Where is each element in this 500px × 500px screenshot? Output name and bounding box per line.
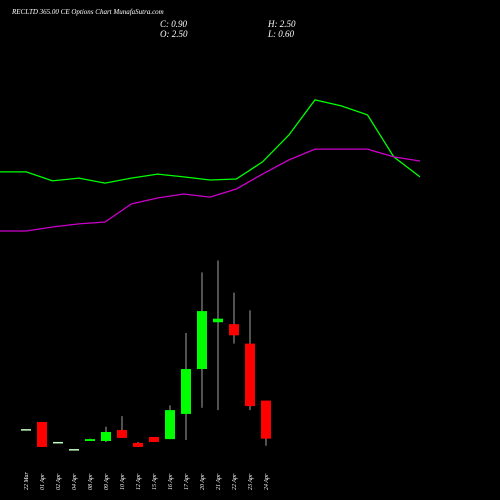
ohlc-label: C: 0.90 (160, 19, 188, 29)
x-tick-label: 17 Apr (184, 473, 190, 490)
candle-body (37, 422, 47, 447)
chart-title: RECLTD 365.00 CE Options Chart MunafaSut… (11, 8, 164, 16)
candle-body (229, 324, 239, 336)
ohlc-label: H: 2.50 (267, 19, 296, 29)
candle-body (213, 318, 223, 323)
x-tick-label: 21 Apr (216, 473, 222, 490)
candle-body (117, 430, 127, 438)
candle-body (69, 449, 79, 451)
x-tick-label: 23 Apr (248, 473, 254, 490)
ohlc-label: O: 2.50 (160, 29, 188, 39)
x-tick-label: 08 Apr (88, 473, 94, 490)
candle-body (261, 400, 271, 439)
ma-line (0, 148, 421, 232)
x-tick-label: 01 Apr (40, 473, 46, 490)
x-tick-label: 22 Apr (232, 473, 238, 490)
candle-body (85, 439, 95, 441)
candle-body (101, 431, 111, 441)
x-tick-label: 10 Apr (120, 473, 126, 490)
x-tick-label: 22 Mar (24, 472, 30, 490)
ohlc-label: L: 0.60 (267, 29, 295, 39)
x-tick-label: 15 Apr (152, 473, 158, 490)
x-tick-label: 24 Apr (263, 473, 270, 490)
x-tick-label: 20 Apr (200, 473, 206, 490)
candle-body (149, 436, 159, 442)
candle-body (165, 410, 175, 440)
candle-body (197, 311, 207, 370)
candle-body (181, 369, 191, 414)
x-tick-label: 02 Apr (56, 473, 62, 490)
candle-body (53, 441, 63, 444)
ma-line (0, 99, 421, 184)
x-tick-label: 12 Apr (136, 473, 142, 490)
x-tick-label: 16 Apr (168, 473, 174, 490)
x-tick-label: 04 Apr (71, 473, 78, 490)
x-tick-label: 09 Apr (104, 473, 110, 490)
candle-body (21, 429, 31, 431)
candle-body (133, 442, 143, 447)
candle-body (245, 343, 255, 407)
